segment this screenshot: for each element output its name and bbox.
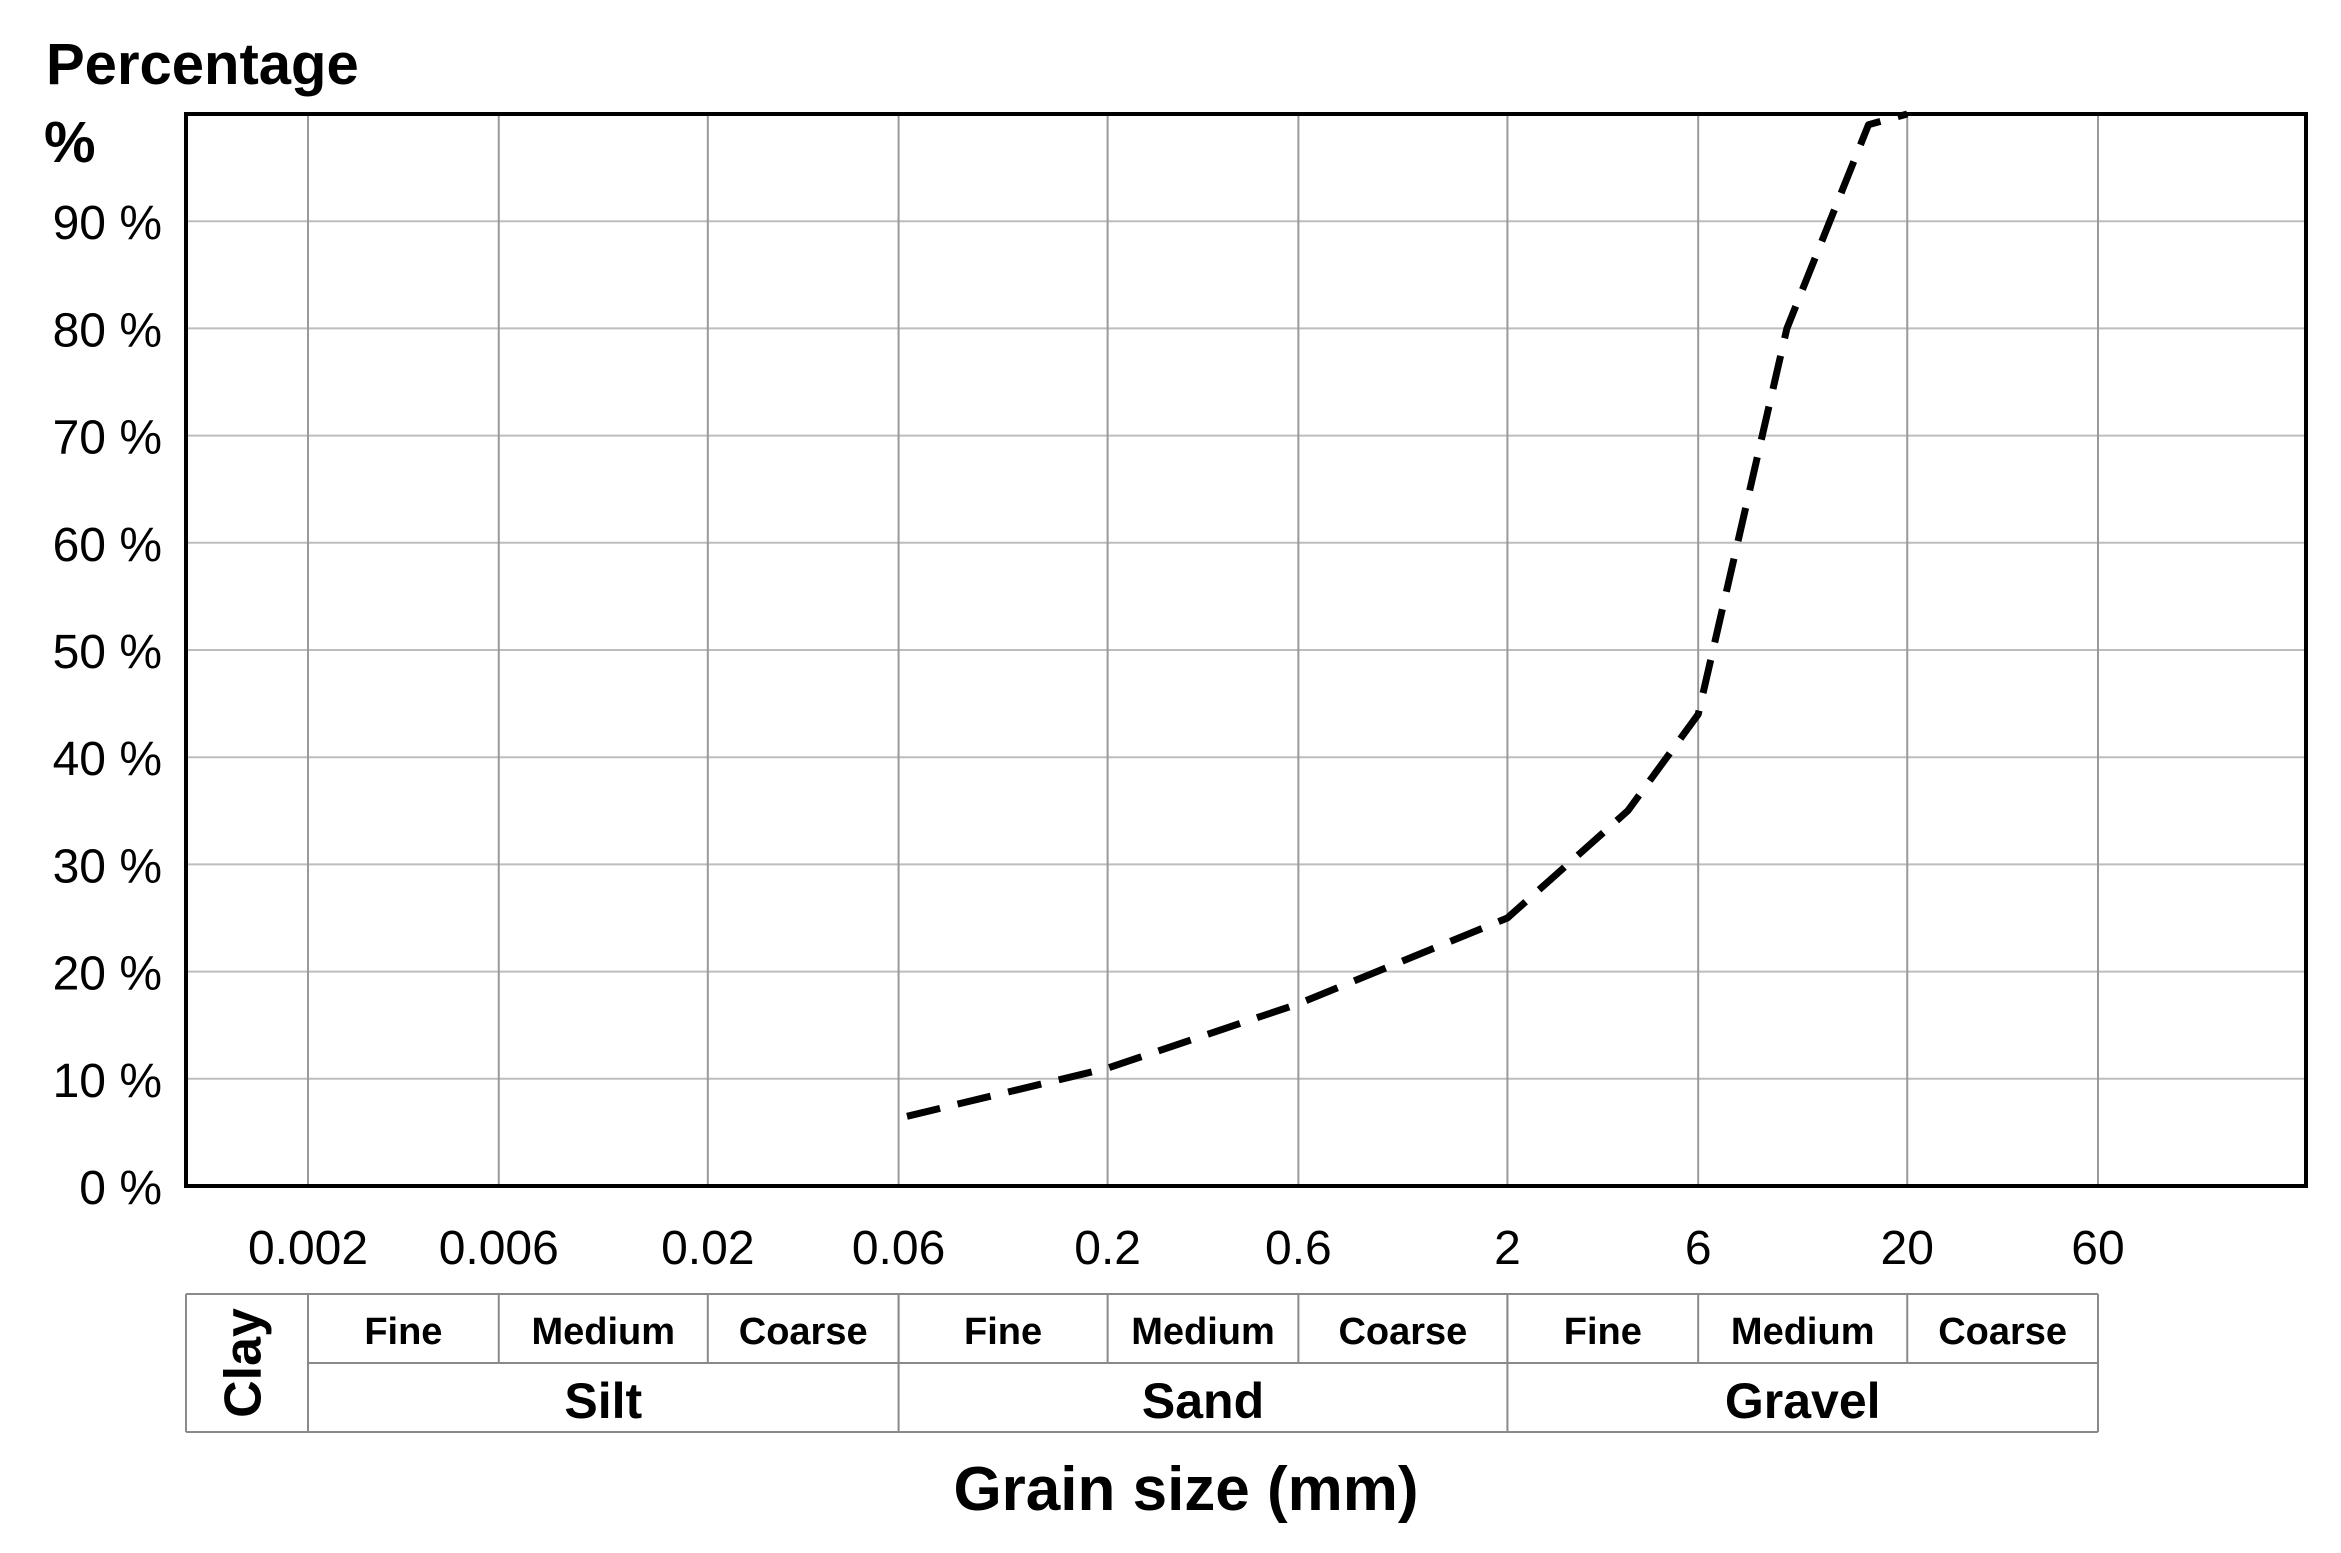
- subgroup-label: Coarse: [739, 1311, 868, 1353]
- y-tick-label: 60 %: [53, 519, 162, 572]
- soil-classification-table: Clay Silt Fine Medium Coarse Sand Fine Medium Co…: [185, 1293, 2099, 1433]
- x-tick-label: 0.006: [439, 1222, 559, 1275]
- series-layer: [906, 110, 1909, 1120]
- subgroup-label: Fine: [364, 1311, 442, 1353]
- subgroup-label: Medium: [1731, 1311, 1875, 1353]
- x-tick-labels: 0.002 0.006 0.02 0.06 0.2 0.6 2 6 20 60: [248, 1222, 2125, 1275]
- x-tick-label: 0.6: [1265, 1222, 1332, 1275]
- y-tick-label: 0 %: [79, 1162, 162, 1215]
- y-tick-label: 90 %: [53, 197, 162, 250]
- subgroup-label: Coarse: [1938, 1311, 2067, 1353]
- y-tick-label: 20 %: [53, 948, 162, 1001]
- subgroup-label: Fine: [964, 1311, 1042, 1353]
- subgroup-label: Fine: [1564, 1311, 1642, 1353]
- x-tick-label: 0.02: [661, 1222, 754, 1275]
- x-tick-label: 2: [1494, 1222, 1521, 1275]
- y-tick-label: 40 %: [53, 733, 162, 786]
- series-line: [906, 110, 1909, 1120]
- group-label: Silt: [564, 1373, 642, 1429]
- y-tick-label: 80 %: [53, 304, 162, 357]
- subgroup-label: Coarse: [1338, 1311, 1467, 1353]
- x-tick-label: 0.06: [852, 1222, 945, 1275]
- y-tick-label: 70 %: [53, 412, 162, 465]
- x-tick-label: 0.2: [1074, 1222, 1141, 1275]
- x-tick-label: 60: [2071, 1222, 2124, 1275]
- subgroup-label: Medium: [532, 1311, 676, 1353]
- y-tick-label: 30 %: [53, 840, 162, 893]
- y-tick-label: 10 %: [53, 1055, 162, 1108]
- x-tick-label: 6: [1685, 1222, 1712, 1275]
- group-label: Gravel: [1725, 1373, 1881, 1429]
- y-axis-unit: %: [44, 110, 96, 175]
- y-axis-label: Percentage: [46, 32, 359, 97]
- x-tick-label: 20: [1881, 1222, 1934, 1275]
- clay-label: Clay: [215, 1308, 273, 1418]
- y-tick-label: 50 %: [53, 626, 162, 679]
- x-axis-label: Grain size (mm): [953, 1455, 1418, 1524]
- plot-frame: [184, 112, 2308, 1188]
- x-tick-label: 0.002: [248, 1222, 368, 1275]
- grid: [186, 114, 2306, 1186]
- group-label: Sand: [1142, 1373, 1264, 1429]
- y-tick-labels: 0 % 10 % 20 % 30 % 40 % 50 % 60 % 70 % 80 % 90 %: [53, 197, 162, 1215]
- subgroup-label: Medium: [1131, 1311, 1275, 1353]
